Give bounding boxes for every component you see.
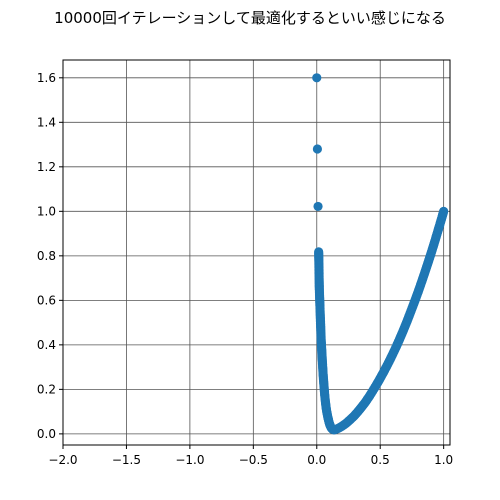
data-point [313,201,323,212]
y-tick-label: 0.0 [37,427,56,441]
x-tick-label: −0.5 [239,453,268,467]
y-tick-label: 0.8 [37,249,56,263]
y-tick-label: 1.4 [37,115,56,129]
data-point [312,144,323,154]
chart-title: 10000回イテレーションして最適化するといい感じになる [54,9,446,27]
x-tick-label: 1.0 [434,453,453,467]
x-tick-label: 0.0 [307,453,326,467]
data-point [438,207,448,218]
y-tick-label: 0.4 [37,338,56,352]
y-axis-ticks: 0.0 0.2 0.4 0.6 0.8 1.0 1.2 1.4 1.6 [37,71,63,441]
y-tick-label: 1.0 [37,204,56,218]
y-tick-label: 0.2 [37,382,56,396]
x-tick-label: −2.0 [48,453,77,467]
data-point [312,73,322,83]
x-axis-ticks: −2.0 −1.5 −1.0 −0.5 0.0 0.5 1.0 [48,445,453,467]
data-points [312,73,449,435]
y-tick-label: 1.6 [37,71,56,85]
plot-frame [62,59,451,446]
y-tick-label: 1.2 [37,160,56,174]
x-tick-label: 0.5 [371,453,390,467]
x-tick-label: −1.0 [175,453,204,467]
y-tick-label: 0.6 [37,293,56,307]
x-tick-label: −1.5 [112,453,141,467]
